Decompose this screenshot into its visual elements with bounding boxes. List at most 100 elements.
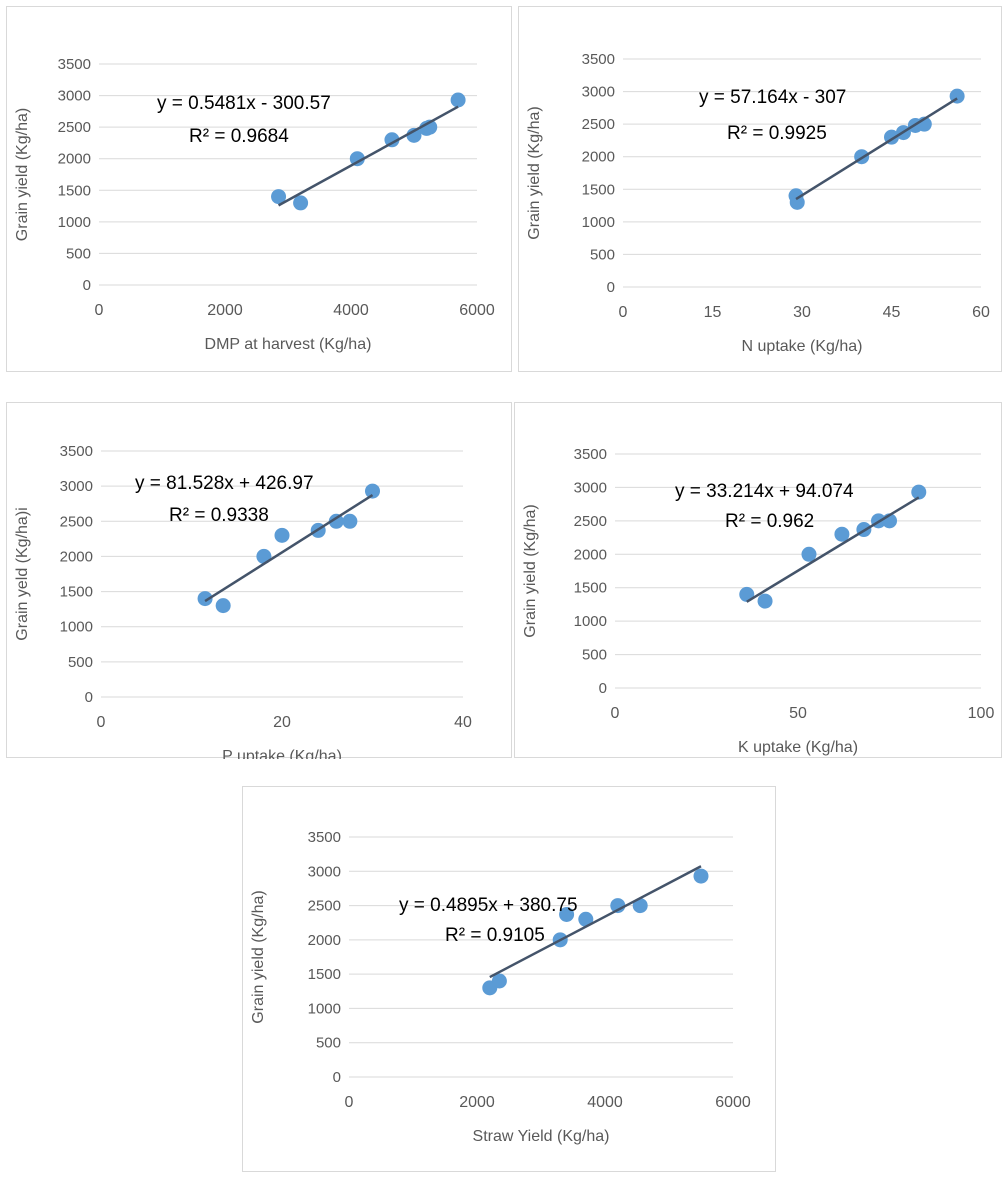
data-point: [450, 92, 466, 108]
y-tick-label: 3000: [58, 88, 91, 105]
y-axis-label: Grain yield (Kg/ha): [250, 890, 267, 1023]
x-tick-label: 60: [972, 304, 990, 321]
x-tick-label: 0: [97, 714, 106, 731]
data-point: [349, 151, 365, 167]
trendline: [277, 105, 459, 207]
y-tick-label: 1000: [60, 619, 93, 636]
y-tick-label: 500: [68, 654, 93, 671]
data-point: [342, 513, 358, 529]
data-point: [328, 513, 344, 529]
x-tick-label: 15: [704, 304, 722, 321]
x-tick-label: 0: [619, 304, 628, 321]
y-tick-label: 2000: [58, 151, 91, 168]
x-tick-label: 50: [789, 705, 807, 722]
y-tick-label: 2500: [58, 119, 91, 136]
y-tick-label: 2000: [574, 546, 607, 563]
data-point: [911, 484, 927, 500]
data-point: [293, 195, 309, 211]
trendline-equation: y = 81.528x + 426.97: [135, 473, 314, 494]
y-tick-label: 1000: [582, 214, 615, 231]
x-tick-label: 100: [968, 705, 995, 722]
x-tick-label: 4000: [333, 302, 369, 319]
data-point: [801, 546, 817, 562]
x-tick-label: 45: [883, 304, 901, 321]
x-axis-label: Straw Yield (Kg/ha): [473, 1128, 610, 1145]
r-squared-label: R² = 0.9925: [727, 123, 827, 144]
x-tick-label: 6000: [459, 302, 495, 319]
r-squared-label: R² = 0.9338: [169, 505, 269, 526]
y-axis-label: Grain yield (Kg/ha): [522, 504, 539, 637]
chart-svg: 0 500 1000 1500 2000 2500 3000 3500 0 2000 4000 600…: [250, 829, 751, 1145]
x-axis-label: K uptake (Kg/ha): [738, 739, 858, 756]
data-point: [274, 527, 290, 543]
y-axis-label: Grain yeld (Kg/ha)i: [14, 507, 31, 640]
chart-dmp-vs-grain-yield: 0 500 1000 1500 2000 2500 3000 3500 0 2000 4000 600…: [6, 6, 512, 372]
y-tick-label: 2000: [582, 149, 615, 166]
y-tick-label: 1500: [582, 181, 615, 198]
y-tick-label: 1000: [58, 214, 91, 231]
x-tick-label: 6000: [715, 1094, 751, 1111]
data-point: [384, 132, 400, 148]
data-point: [834, 526, 850, 542]
x-axis-label: DMP at harvest (Kg/ha): [205, 336, 372, 353]
y-tick-label: 0: [83, 277, 91, 294]
y-tick-label: 500: [316, 1035, 341, 1052]
y-tick-label: 2500: [582, 116, 615, 133]
y-tick-label: 1500: [574, 580, 607, 597]
y-tick-label: 0: [607, 279, 615, 296]
y-tick-label: 3000: [308, 863, 341, 880]
x-tick-label: 20: [273, 714, 291, 731]
y-tick-label: 1000: [308, 1000, 341, 1017]
y-tick-label: 500: [582, 647, 607, 664]
r-squared-label: R² = 0.962: [725, 511, 814, 532]
trendline: [746, 496, 920, 603]
x-axis-label: N uptake (Kg/ha): [742, 338, 863, 355]
x-tick-label: 0: [95, 302, 104, 319]
chart-svg: 0 500 1000 1500 2000 2500 3000 3500 0 50 100 K upta…: [522, 446, 995, 756]
y-tick-label: 3500: [574, 446, 607, 463]
y-tick-label: 3500: [60, 443, 93, 460]
data-point: [632, 898, 648, 914]
trendline-equation: y = 0.5481x - 300.57: [157, 93, 331, 114]
y-tick-label: 0: [85, 689, 93, 706]
y-tick-label: 3500: [582, 51, 615, 68]
trendline-equation: y = 0.4895x + 380.75: [399, 895, 578, 916]
y-tick-label: 500: [590, 246, 615, 263]
y-tick-label: 2000: [308, 932, 341, 949]
trendline: [489, 865, 702, 979]
x-tick-label: 40: [454, 714, 472, 731]
y-tick-label: 2500: [574, 513, 607, 530]
r-squared-label: R² = 0.9684: [189, 126, 289, 147]
y-tick-label: 0: [333, 1069, 341, 1086]
y-tick-label: 1000: [574, 613, 607, 630]
x-tick-label: 2000: [207, 302, 243, 319]
chart-n-uptake-vs-grain-yield: 0 500 1000 1500 2000 2500 3000 3500 0 15 30 45 60 N u…: [518, 6, 1002, 372]
data-point: [757, 593, 773, 609]
y-axis-label: Grain yield (Kg/ha): [526, 106, 543, 239]
trendline-equation: y = 57.164x - 307: [699, 87, 846, 108]
y-axis-label: Grain yield (Kg/ha): [14, 108, 31, 241]
y-tick-label: 3000: [582, 84, 615, 101]
trendline: [204, 494, 374, 603]
chart-svg: 0 500 1000 1500 2000 2500 3000 3500 0 20 40 P uptak…: [14, 443, 472, 759]
chart-p-uptake-vs-grain-yield: 0 500 1000 1500 2000 2500 3000 3500 0 20 40 P uptak…: [6, 402, 512, 759]
chart-svg: 0 500 1000 1500 2000 2500 3000 3500 0 2000 4000 600…: [14, 56, 495, 353]
trendline: [795, 97, 958, 201]
y-tick-label: 1500: [58, 182, 91, 199]
x-tick-label: 30: [793, 304, 811, 321]
data-point: [491, 973, 507, 989]
y-tick-label: 2500: [308, 898, 341, 915]
data-point: [693, 868, 709, 884]
y-tick-label: 2500: [60, 513, 93, 530]
y-tick-label: 500: [66, 245, 91, 262]
y-tick-label: 0: [599, 680, 607, 697]
x-tick-label: 2000: [459, 1094, 495, 1111]
y-tick-label: 1500: [60, 584, 93, 601]
data-point: [215, 598, 231, 614]
trendline-equation: y = 33.214x + 94.074: [675, 481, 854, 502]
data-point: [559, 906, 575, 922]
data-point: [197, 591, 213, 607]
x-tick-label: 4000: [587, 1094, 623, 1111]
y-tick-label: 3500: [308, 829, 341, 846]
data-point: [578, 911, 594, 927]
